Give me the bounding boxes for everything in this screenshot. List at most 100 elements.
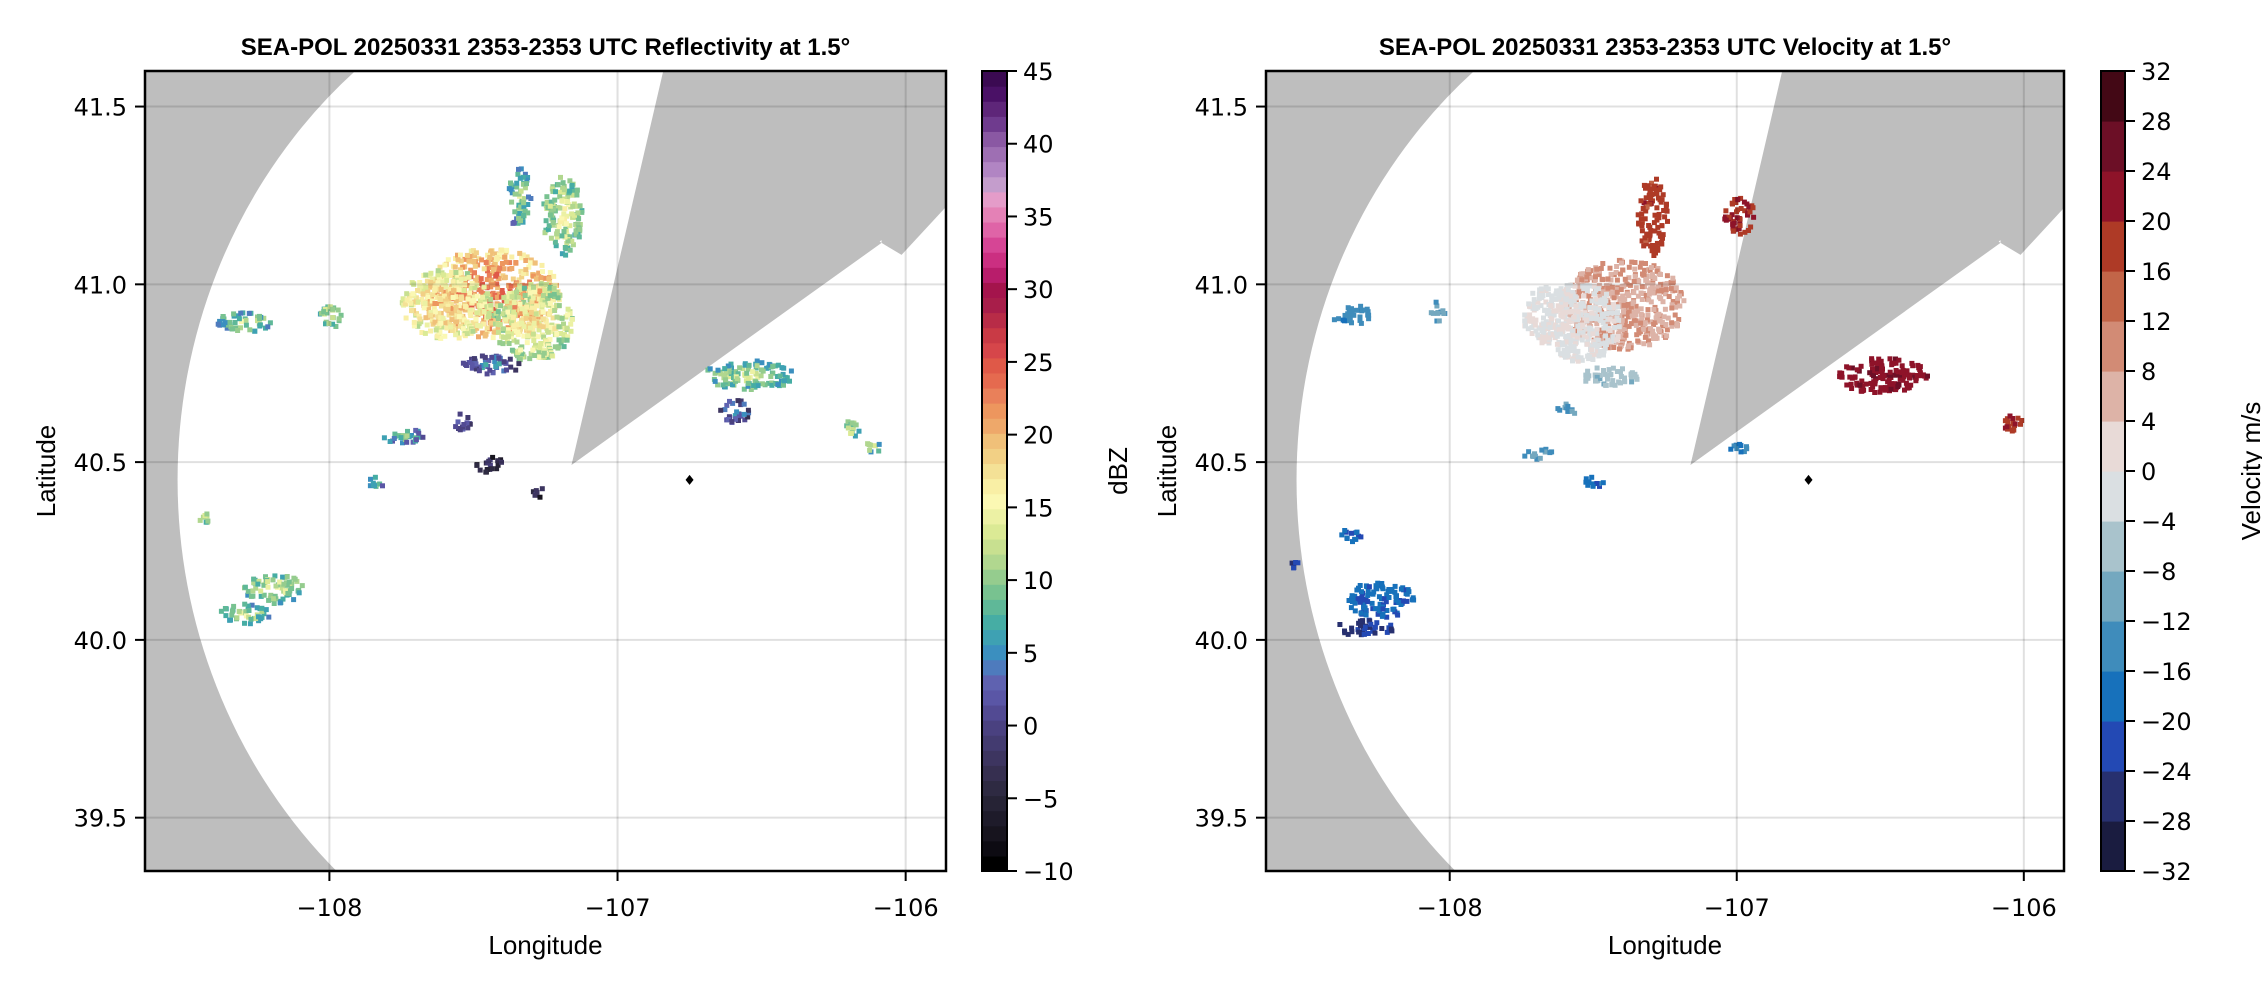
echo-pixel xyxy=(508,187,514,193)
echo-pixel xyxy=(712,378,718,384)
echo-pixel xyxy=(263,574,268,580)
echo-pixel xyxy=(760,368,766,374)
echo-pixel xyxy=(1628,321,1634,327)
echo-pixel xyxy=(1536,291,1542,297)
echo-pixel xyxy=(481,321,487,327)
echo-pixel xyxy=(1607,328,1613,334)
echo-pixel xyxy=(728,361,734,367)
echo-pixel xyxy=(1737,216,1743,222)
echo-pixel xyxy=(1572,283,1578,289)
blocked-sector-wedge xyxy=(881,71,946,255)
colorbar-swatch xyxy=(982,720,1007,736)
echo-pixel xyxy=(518,347,524,353)
echo-pixel xyxy=(1569,329,1575,335)
echo-pixel xyxy=(265,584,271,590)
echo-pixel xyxy=(1723,217,1729,223)
echo-pixel xyxy=(460,326,466,332)
echo-pixel xyxy=(456,335,462,341)
echo-pixel xyxy=(464,252,470,258)
echo-pixel xyxy=(1854,380,1860,386)
echo-pixel xyxy=(1619,320,1625,326)
echo-pixel xyxy=(486,272,492,278)
echo-pixel xyxy=(253,616,259,621)
echo-pixel xyxy=(423,284,429,290)
echo-pixel xyxy=(530,347,536,353)
echo-pixel xyxy=(501,368,507,374)
echo-pixel xyxy=(336,316,342,322)
echo-pixel xyxy=(437,274,442,280)
echo-pixel xyxy=(2011,427,2017,433)
echo-pixel xyxy=(733,416,738,422)
echo-pixel xyxy=(1731,443,1737,449)
echo-pixel xyxy=(503,259,509,265)
echo-pixel xyxy=(501,359,507,365)
echo-pixel xyxy=(488,277,494,283)
echo-pixel xyxy=(1385,588,1391,594)
echo-pixel xyxy=(550,305,556,310)
echo-pixel xyxy=(1848,381,1854,387)
echo-pixel xyxy=(1549,320,1554,326)
echo-pixel xyxy=(1551,312,1557,318)
echo-pixel xyxy=(1652,212,1658,218)
echo-pixel xyxy=(1549,293,1555,299)
echo-pixel xyxy=(523,258,529,263)
echo-pixel xyxy=(1564,323,1569,328)
echo-pixel xyxy=(517,301,523,307)
echo-pixel xyxy=(486,358,492,364)
echo-pixel xyxy=(243,609,249,615)
echo-pixel xyxy=(1352,593,1358,599)
colorbar-swatch xyxy=(982,795,1007,812)
echo-pixel xyxy=(1349,596,1355,602)
echo-pixel xyxy=(486,314,491,320)
echo-pixel xyxy=(479,303,485,309)
echo-pixel xyxy=(1857,382,1863,388)
echo-pixel xyxy=(540,269,545,275)
echo-pixel xyxy=(1741,449,1747,455)
echo-pixel xyxy=(335,307,341,313)
echo-pixel xyxy=(1654,240,1660,246)
echo-pixel xyxy=(1602,345,1608,351)
echo-pixel xyxy=(551,297,556,303)
echo-pixel xyxy=(1352,536,1358,542)
echo-pixel xyxy=(729,419,735,425)
echo-pixel xyxy=(1653,315,1659,321)
echo-pixel xyxy=(1629,310,1635,316)
echo-pixel xyxy=(495,458,501,464)
echo-pixel xyxy=(484,467,490,472)
echo-pixel xyxy=(745,383,751,389)
echo-pixel xyxy=(426,306,432,311)
colorbar-swatch xyxy=(982,463,1007,480)
echo-pixel xyxy=(441,272,447,278)
echo-pixel xyxy=(461,320,467,326)
echo-pixel xyxy=(1656,288,1662,294)
x-tick-label: −107 xyxy=(585,894,651,922)
echo-pixel xyxy=(453,424,459,430)
echo-pixel xyxy=(1614,315,1620,321)
echo-pixel xyxy=(1639,316,1645,322)
echo-pixel xyxy=(472,263,478,269)
echo-pixel xyxy=(1649,282,1655,288)
echo-pixel xyxy=(1580,322,1586,328)
echo-pixel xyxy=(745,407,751,413)
echo-pixel xyxy=(1900,377,1906,383)
echo-pixel xyxy=(277,579,283,585)
echo-pixel xyxy=(1648,326,1654,332)
echo-pixel xyxy=(1648,319,1653,325)
echo-pixel xyxy=(550,188,556,194)
echo-pixel xyxy=(1615,304,1621,310)
echo-pixel xyxy=(1879,364,1885,370)
echo-pixel xyxy=(737,365,743,371)
echo-pixel xyxy=(487,462,493,468)
echo-pixel xyxy=(1669,323,1675,329)
echo-pixel xyxy=(548,324,554,330)
echo-pixel xyxy=(1669,302,1675,308)
echo-pixel xyxy=(1615,310,1621,316)
y-tick-label: 40.5 xyxy=(74,449,127,477)
echo-pixel xyxy=(1583,326,1589,332)
echo-pixel xyxy=(1581,286,1587,292)
echo-pixel xyxy=(772,363,778,369)
echo-pixel xyxy=(511,309,517,315)
y-tick-label: 39.5 xyxy=(1195,805,1248,833)
echo-pixel xyxy=(506,295,512,301)
echo-pixel xyxy=(1672,312,1678,318)
